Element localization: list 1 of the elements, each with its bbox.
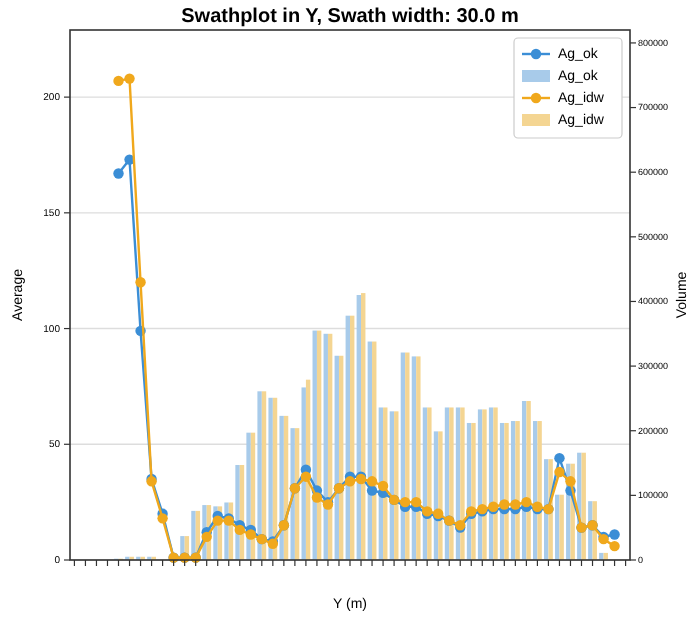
chart-title: Swathplot in Y, Swath width: 30.0 m [181,6,519,28]
